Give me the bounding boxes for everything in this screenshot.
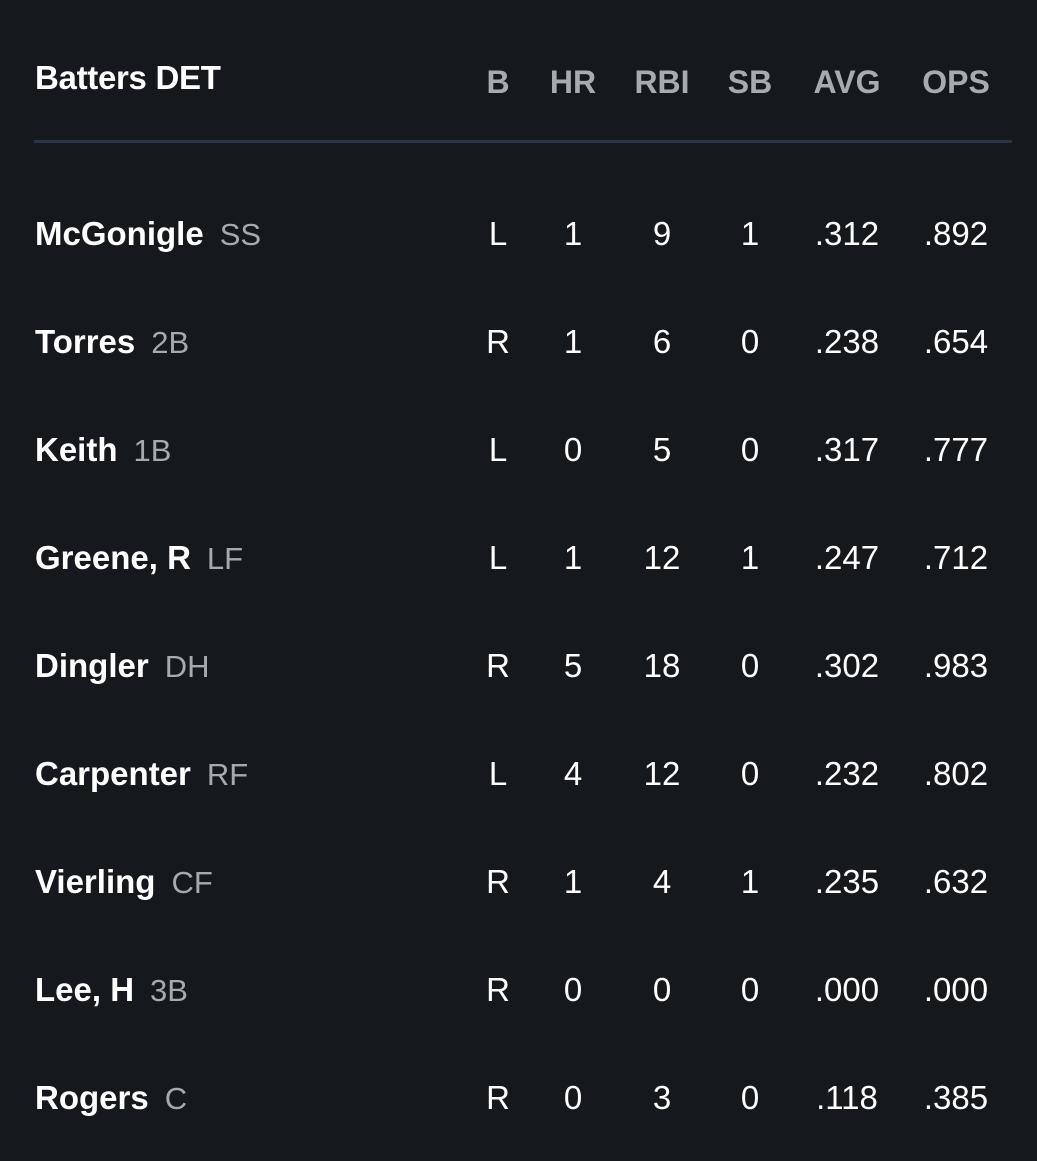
player-position: SS [219,217,262,252]
stat-rbi: 4 [652,863,672,900]
stat-b: L [488,755,508,792]
player-position: CF [171,865,213,900]
stat-hr: 1 [563,215,583,252]
stat-sb: 0 [740,431,760,468]
stat-avg: .238 [814,323,880,360]
column-header-ops[interactable]: OPS [922,64,990,100]
stat-b: R [486,1079,510,1116]
stat-rbi: 12 [643,539,681,576]
table-header: Batters DET B HR RBI SB AVG OPS [0,0,1037,144]
stat-hr: 5 [563,647,583,684]
stat-hr: 1 [563,863,583,900]
stat-avg: .000 [814,971,880,1008]
stat-sb: 0 [740,323,760,360]
player-position: DH [164,649,210,684]
player-cell[interactable]: Carpenter RF [35,752,248,803]
player-name[interactable]: Keith [35,431,118,468]
stat-b: L [488,539,508,576]
stat-b: R [486,323,510,360]
player-name[interactable]: Rogers [35,1079,149,1116]
stat-avg: .235 [814,863,880,900]
stat-sb: 1 [740,215,760,252]
stat-avg: .302 [814,647,880,684]
stat-b: R [486,647,510,684]
stat-ops: .000 [923,971,989,1008]
stat-avg: .247 [814,539,880,576]
stat-rbi: 12 [643,755,681,792]
stat-hr: 1 [563,323,583,360]
stat-b: L [488,431,508,468]
stat-sb: 0 [740,647,760,684]
table-title: Batters DET [35,59,221,96]
player-cell[interactable]: Keith 1B [35,428,171,479]
stat-rbi: 5 [652,431,672,468]
player-name[interactable]: Greene, R [35,539,191,576]
player-name[interactable]: Lee, H [35,971,135,1008]
player-name[interactable]: Carpenter [35,755,191,792]
stat-avg: .232 [814,755,880,792]
stat-rbi: 9 [652,215,672,252]
stat-ops: .632 [923,863,989,900]
stat-sb: 0 [740,971,760,1008]
stat-ops: .654 [923,323,989,360]
stat-avg: .312 [814,215,880,252]
player-position: 2B [151,325,190,360]
player-cell[interactable]: Lee, H 3B [35,968,188,1019]
stat-b: R [486,863,510,900]
stat-rbi: 0 [652,971,672,1008]
player-cell[interactable]: McGonigle SS [35,212,261,263]
stat-sb: 1 [740,863,760,900]
player-name[interactable]: McGonigle [35,215,204,252]
player-name[interactable]: Vierling [35,863,156,900]
player-name[interactable]: Torres [35,323,136,360]
player-position: 3B [150,973,188,1008]
player-position: RF [206,757,249,792]
column-header-sb[interactable]: SB [727,64,773,100]
stat-rbi: 3 [652,1079,672,1116]
stat-ops: .802 [923,755,989,792]
column-header-avg[interactable]: AVG [813,64,881,100]
stat-rbi: 6 [652,323,672,360]
player-cell[interactable]: Torres 2B [35,320,189,371]
stat-hr: 4 [563,755,583,792]
stat-hr: 0 [563,971,583,1008]
stat-sb: 1 [740,539,760,576]
player-cell[interactable]: Rogers C [35,1076,187,1127]
stat-ops: .385 [923,1079,989,1116]
stat-ops: .892 [923,215,989,252]
player-position: LF [206,541,244,576]
stat-hr: 0 [563,1079,583,1116]
stat-rbi: 18 [643,647,681,684]
player-cell[interactable]: Vierling CF [35,860,213,911]
stat-sb: 0 [740,1079,760,1116]
player-position: 1B [133,433,172,468]
stat-b: R [486,971,510,1008]
column-header-rbi[interactable]: RBI [634,64,690,100]
column-header-b[interactable]: B [486,64,510,100]
stat-sb: 0 [740,755,760,792]
header-divider [34,140,1012,143]
stat-b: L [488,215,508,252]
stat-avg: .118 [816,1079,878,1116]
stat-ops: .983 [923,647,989,684]
player-name[interactable]: Dingler [35,647,149,684]
stat-ops: .777 [923,431,989,468]
stat-hr: 1 [563,539,583,576]
stat-hr: 0 [563,431,583,468]
stat-avg: .317 [814,431,880,468]
player-position: C [164,1081,188,1116]
player-cell[interactable]: Dingler DH [35,644,209,695]
player-cell[interactable]: Greene, R LF [35,536,243,587]
column-header-hr[interactable]: HR [549,64,597,100]
stat-ops: .712 [923,539,989,576]
